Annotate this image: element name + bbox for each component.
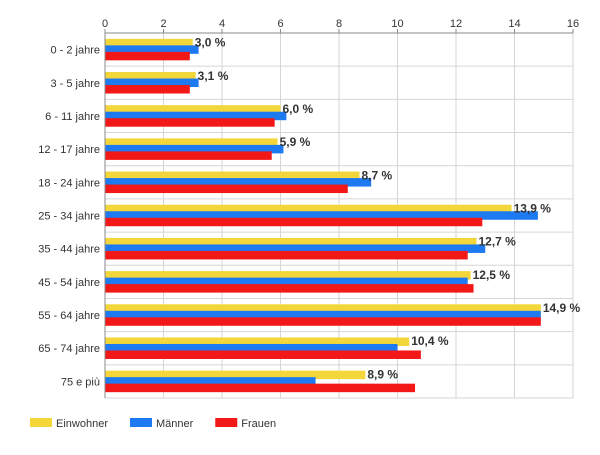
category-label: 25 - 34 jahre [38, 211, 100, 223]
category-label: 18 - 24 jahre [38, 177, 100, 189]
bar-einwohner [105, 72, 196, 81]
bar-frauen [105, 217, 483, 227]
x-tick-label: 14 [508, 18, 520, 30]
bar-m-nner [105, 377, 316, 386]
bar-m-nner [105, 277, 468, 287]
legend-swatch-einwohner [30, 418, 52, 427]
bar-einwohner [105, 271, 471, 280]
x-tick-label: 12 [450, 18, 462, 30]
bar-einwohner [105, 237, 477, 247]
x-tick-label: 2 [160, 18, 166, 30]
x-tick-label: 0 [102, 18, 108, 30]
x-tick-label: 10 [391, 18, 403, 30]
bar-m-nner [105, 211, 538, 220]
bar-einwohner [105, 171, 360, 181]
bar-einwohner [105, 337, 410, 346]
bar-einwohner [105, 138, 278, 147]
bar-einwohner [105, 204, 512, 214]
data-label: 14,9 % [543, 301, 581, 315]
data-label: 12,5 % [473, 268, 511, 282]
x-tick-label: 6 [277, 18, 283, 30]
bar-einwohner [105, 38, 193, 48]
bar-frauen [105, 383, 416, 393]
bar-frauen [105, 317, 541, 326]
x-tick-label: 8 [336, 18, 342, 30]
legend-label: Einwohner [56, 418, 108, 430]
legend-swatch-m-nner [129, 418, 152, 427]
data-label: 13,9 % [514, 202, 552, 216]
bar-einwohner [105, 304, 541, 313]
bar-m-nner [105, 244, 486, 253]
bar-frauen [105, 250, 468, 260]
x-tick-label: 4 [219, 18, 225, 30]
data-label: 8,7 % [361, 168, 392, 182]
bar-einwohner [105, 105, 281, 114]
x-tick-label: 16 [567, 18, 579, 30]
bar-frauen [105, 151, 272, 160]
bar-m-nner [105, 310, 541, 320]
data-label: 8,9 % [367, 367, 398, 381]
data-label: 3,1 % [198, 69, 229, 83]
category-label: 45 - 54 jahre [38, 277, 100, 289]
bar-einwohner [105, 370, 366, 380]
bar-frauen [105, 85, 190, 94]
category-label: 75 e più [61, 376, 100, 388]
bar-m-nner [105, 144, 284, 154]
legend-swatch-frauen [215, 418, 238, 427]
data-label: 5,9 % [280, 135, 311, 149]
legend-label: Frauen [241, 418, 276, 430]
bar-m-nner [105, 343, 398, 353]
legend-label: Männer [156, 418, 194, 430]
category-label: 0 - 2 jahre [50, 45, 100, 57]
bar-frauen [105, 350, 421, 359]
bar-m-nner [105, 178, 372, 187]
category-label: 12 - 17 jahre [38, 144, 100, 156]
bar-frauen [105, 118, 275, 127]
data-label: 6,0 % [283, 102, 314, 116]
category-label: 6 - 11 jahre [45, 111, 100, 123]
bar-frauen [105, 51, 190, 61]
data-label: 12,7 % [478, 235, 516, 249]
bar-frauen [105, 184, 348, 194]
bar-frauen [105, 284, 474, 293]
category-label: 65 - 74 jahre [38, 343, 100, 355]
bar-m-nner [105, 78, 199, 88]
bar-m-nner [105, 45, 199, 54]
category-label: 55 - 64 jahre [38, 310, 100, 322]
category-label: 3 - 5 jahre [50, 78, 100, 90]
bar-m-nner [105, 111, 287, 121]
category-label: 35 - 44 jahre [38, 244, 100, 256]
data-label: 3,0 % [195, 36, 226, 50]
data-label: 10,4 % [411, 334, 449, 348]
